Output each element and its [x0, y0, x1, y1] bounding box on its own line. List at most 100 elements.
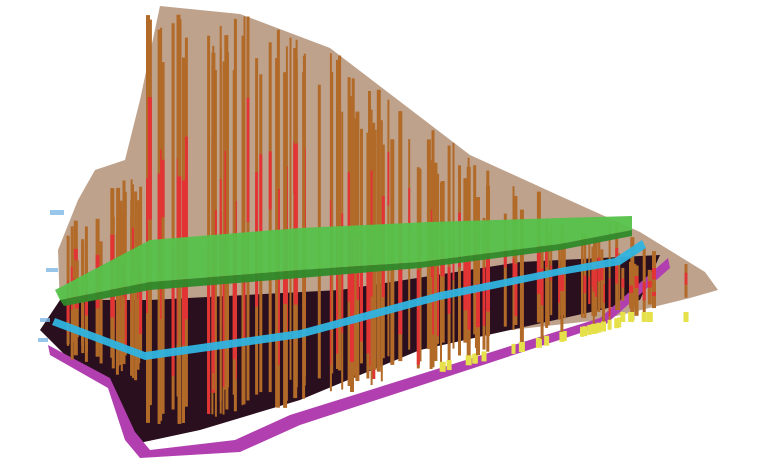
- well-141: [232, 70, 236, 395]
- well-139-interval: [588, 276, 591, 305]
- well-94-interval: [293, 143, 298, 305]
- well-9-marker: [481, 351, 487, 362]
- well-101-marker: [562, 331, 567, 341]
- well-139-marker: [587, 324, 592, 335]
- well-42-marker: [544, 335, 550, 346]
- well-92-marker: [646, 312, 653, 322]
- well-103-marker: [518, 342, 525, 352]
- well-12-interval: [621, 278, 625, 288]
- well-36-interval: [615, 247, 619, 284]
- well-59: [512, 186, 515, 330]
- well-108: [268, 42, 272, 393]
- well-120-marker: [628, 312, 635, 322]
- well-80-interval: [219, 179, 222, 284]
- well-102-marker: [580, 326, 584, 337]
- well-164: [338, 55, 342, 371]
- well-89-interval: [124, 279, 127, 351]
- well-115-interval: [207, 248, 211, 414]
- well-30: [171, 23, 175, 410]
- well-153-interval: [147, 97, 152, 220]
- well-167-interval: [85, 288, 88, 316]
- well-24: [336, 59, 339, 370]
- blue-markers: [38, 210, 64, 342]
- well-85: [476, 197, 480, 356]
- well-92-interval: [647, 280, 652, 288]
- well-162-interval: [540, 268, 544, 306]
- well-36-marker: [614, 318, 620, 329]
- green-horizon-edge: [60, 230, 632, 306]
- well-72-interval: [259, 154, 263, 239]
- well-101: [563, 241, 566, 319]
- green-horizon-surface: [55, 216, 632, 300]
- well-121: [634, 265, 639, 316]
- well-146-interval: [243, 244, 246, 342]
- marker-3: [40, 318, 50, 322]
- well-64: [331, 71, 334, 374]
- well-38-interval: [329, 200, 332, 366]
- well-68: [608, 223, 611, 324]
- well-90-marker: [582, 326, 588, 337]
- well-124: [212, 45, 215, 390]
- well-18-interval: [602, 283, 605, 303]
- well-74: [642, 247, 646, 315]
- well-85-interval: [476, 283, 480, 328]
- well-90-interval: [583, 275, 587, 293]
- well-74-marker: [641, 312, 647, 322]
- well-165-marker: [446, 360, 452, 371]
- well-117-interval: [398, 224, 403, 335]
- well-18-marker: [601, 321, 606, 332]
- well-59-interval: [512, 258, 515, 284]
- well-148: [618, 253, 621, 310]
- well-88: [99, 241, 103, 364]
- well-136-marker: [439, 361, 446, 372]
- well-42-interval: [545, 245, 549, 268]
- well-157-interval: [416, 269, 420, 365]
- well-46-interval: [591, 264, 594, 287]
- well-166: [161, 62, 165, 414]
- well-114: [503, 213, 507, 327]
- well-124-interval: [212, 242, 215, 373]
- marker-2: [46, 268, 58, 272]
- well-97-interval: [558, 266, 561, 304]
- well-108-interval: [268, 151, 272, 210]
- well-142-marker: [535, 337, 542, 348]
- well-143-interval: [652, 268, 656, 280]
- well-106-interval: [177, 176, 182, 279]
- well-12-marker: [620, 312, 626, 322]
- well-121-interval: [634, 276, 639, 289]
- well-104-marker: [596, 322, 602, 333]
- well-160-interval: [139, 270, 143, 334]
- well-147-interval: [132, 227, 134, 270]
- well-78: [547, 231, 550, 326]
- well-148-marker: [617, 317, 622, 328]
- well-55-interval: [157, 173, 161, 276]
- well-68-interval: [608, 278, 611, 317]
- well-142-interval: [536, 237, 541, 294]
- well-132-interval: [222, 240, 225, 387]
- well-141-interval: [232, 235, 236, 360]
- well-91-marker: [591, 323, 596, 334]
- well-149-interval: [560, 273, 565, 291]
- well-9-interval: [482, 267, 486, 326]
- well-134-interval: [684, 272, 688, 285]
- well-59-marker: [511, 343, 516, 354]
- well-74-interval: [642, 282, 646, 301]
- well-61-interval: [350, 238, 354, 362]
- well-91-interval: [592, 270, 595, 292]
- well-144-interval: [387, 151, 390, 206]
- well-138-interval: [160, 149, 163, 320]
- well-28-interval: [486, 242, 490, 312]
- well-133: [514, 196, 518, 325]
- well-102: [581, 230, 583, 318]
- well-115: [207, 35, 211, 414]
- well-6: [289, 37, 292, 380]
- well-156-interval: [463, 261, 468, 311]
- well-134-marker: [683, 312, 689, 322]
- well-86-interval: [436, 267, 440, 336]
- well-4-interval: [184, 136, 188, 320]
- well-68-marker: [607, 319, 612, 330]
- well-54-interval: [408, 188, 411, 231]
- marker-1: [50, 210, 64, 215]
- marker-4: [38, 338, 48, 342]
- well-120-interval: [629, 285, 634, 293]
